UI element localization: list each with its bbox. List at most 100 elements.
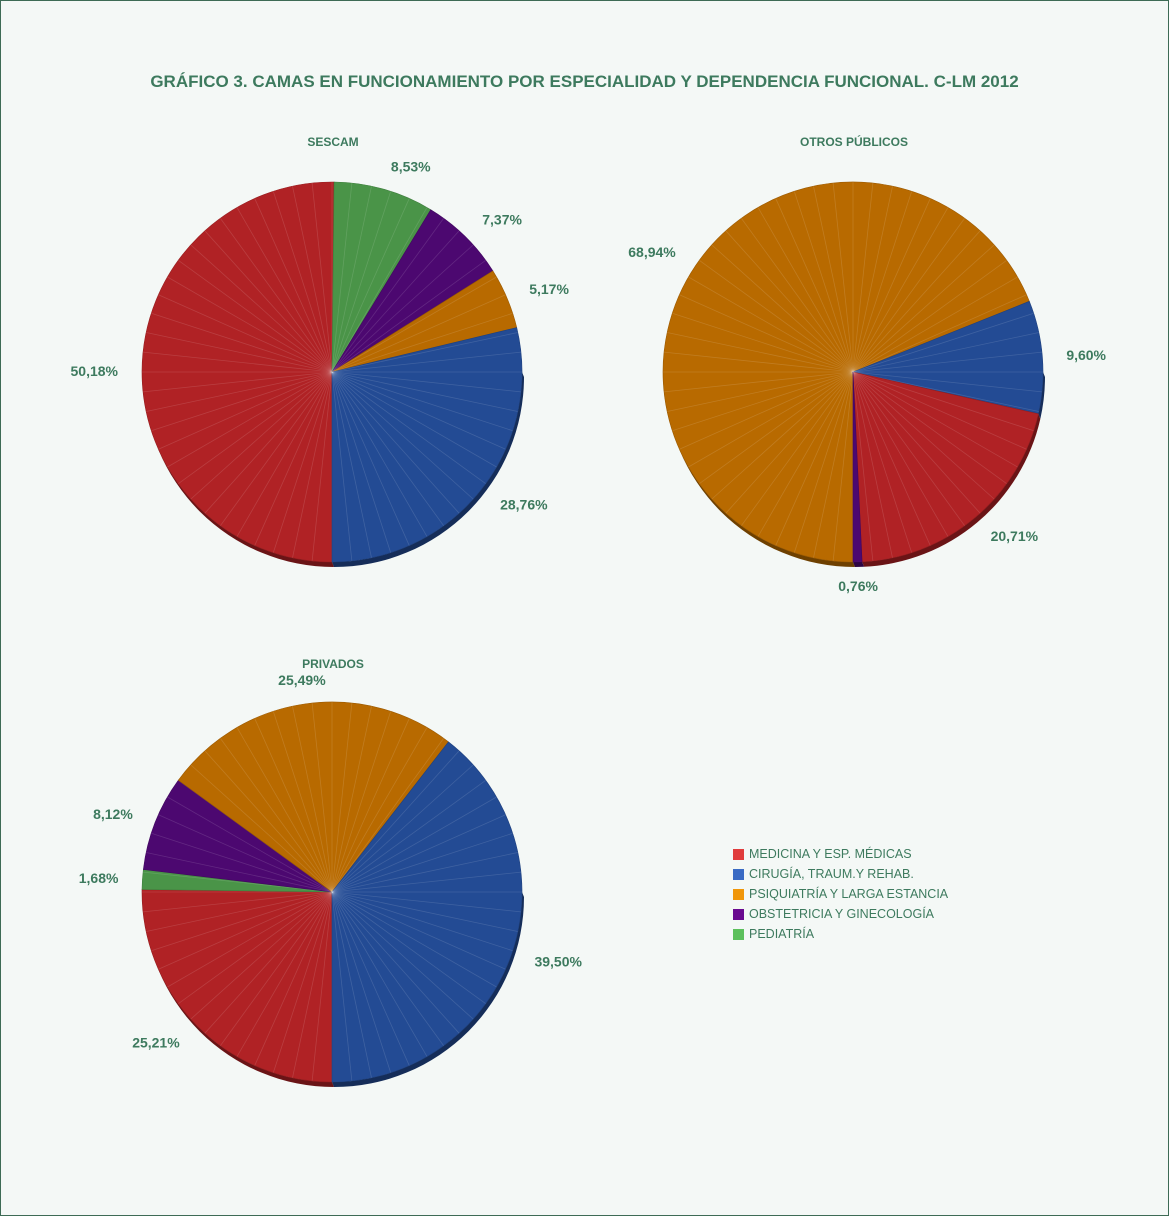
- pie-facet-line: [679, 294, 854, 373]
- pie-facet-line: [146, 852, 333, 893]
- pie-facet-line: [740, 371, 854, 526]
- pie-facet-line: [158, 371, 333, 450]
- pie-facet-line: [151, 891, 333, 952]
- pie-facet-line: [711, 244, 854, 373]
- pie-facet-line: [852, 191, 913, 373]
- pie-facet-line: [158, 814, 333, 893]
- pie-facet-line: [331, 738, 445, 893]
- pie-facet-line: [272, 371, 333, 553]
- pie-slice-psiquiatria: [662, 181, 1030, 563]
- pie-facet-line: [331, 371, 522, 393]
- pie-facet-line: [852, 182, 874, 373]
- pie-facet-line: [254, 718, 333, 893]
- pie-facet-line: [331, 371, 497, 468]
- legend-item-cirugia: CIRUGÍA, TRAUM.Y REHAB.: [733, 864, 948, 884]
- pie-label-cirugia: 9,60%: [1066, 347, 1106, 363]
- pie-facet-line: [757, 371, 854, 537]
- pie-facet-line: [331, 871, 522, 893]
- pie-slice-pediatria: [331, 181, 432, 374]
- pie-facet-line: [178, 371, 333, 485]
- legend-label: CIRUGÍA, TRAUM.Y REHAB.: [749, 867, 914, 881]
- pie-facet-line: [178, 259, 333, 373]
- main-title: GRÁFICO 3. CAMAS EN FUNCIONAMIENTO POR E…: [150, 72, 1019, 91]
- pie-facet-line: [852, 259, 1007, 373]
- pie-facet-line: [699, 259, 854, 373]
- pie-facet-line: [146, 891, 333, 932]
- pie-facet-line: [311, 891, 333, 1082]
- pie-label-medicina: 20,71%: [991, 528, 1039, 544]
- pie-label-pediatria: 1,68%: [79, 870, 119, 886]
- pie-facet-line: [852, 351, 1043, 373]
- pie-facet-line: [852, 371, 1027, 450]
- pie-facet-line: [725, 230, 854, 373]
- pie-facet-line: [793, 371, 854, 553]
- pie-facet-line: [832, 371, 854, 562]
- pie-facet-line: [167, 276, 333, 373]
- legend-swatch: [733, 928, 744, 940]
- pie-facet-line: [331, 371, 513, 432]
- pie-facet-line: [672, 371, 854, 432]
- pie-facet-line: [311, 182, 333, 373]
- pie-facet-line: [852, 371, 1039, 412]
- pie-slice-medicina: [141, 889, 333, 1083]
- pie-facet-line: [852, 244, 995, 373]
- pie-facet-line: [151, 371, 333, 432]
- pie-slice-cirugia: [851, 300, 1044, 415]
- pie-label-psiquiatria: 68,94%: [628, 244, 676, 260]
- pie-label-obstetricia: 8,12%: [93, 806, 133, 822]
- pie-facet-line: [740, 218, 854, 373]
- pie-2: 25,21% 1,68% 8,12% 25,49% 39,50%: [79, 672, 582, 1087]
- pie-facet-line: [331, 230, 460, 373]
- pie-facet-line: [331, 259, 486, 373]
- pie-facet-line: [775, 371, 854, 546]
- legend-item-pediatria: PEDIATRÍA: [733, 924, 948, 944]
- pie-facet-line: [331, 764, 474, 893]
- pie-rim-medicina: [862, 413, 1041, 567]
- pie-facet-line: [331, 891, 445, 1046]
- pie-facet-line: [190, 244, 333, 373]
- pie-facet-line: [146, 332, 333, 373]
- pie-facet-line: [331, 244, 474, 373]
- pie-slice-obstetricia: [143, 779, 334, 893]
- pie-facet-line: [331, 891, 428, 1057]
- pie-title-privados: PRIVADOS: [302, 657, 364, 671]
- pie-facet-line: [142, 891, 333, 913]
- pie-facet-line: [331, 371, 474, 500]
- pie-label-medicina: 25,21%: [132, 1034, 180, 1050]
- pie-facet-line: [711, 371, 854, 500]
- pie-facet-line: [667, 332, 854, 373]
- pie-facet-line: [236, 207, 333, 373]
- pie-slice-obstetricia: [852, 371, 863, 563]
- pie-facet-line: [292, 186, 333, 373]
- pie-facet-line: [852, 371, 1034, 432]
- pie-facet-line: [331, 207, 428, 373]
- pie-label-pediatria: 8,53%: [391, 158, 431, 174]
- pie-facet-line: [158, 891, 333, 970]
- pie-facet-line: [219, 218, 333, 373]
- pie-facet-line: [688, 276, 854, 373]
- pie-facet-line: [331, 891, 518, 932]
- pie-facet-line: [852, 312, 1034, 373]
- legend-label: MEDICINA Y ESP. MÉDICAS: [749, 847, 912, 861]
- pie-facet-line: [292, 706, 333, 893]
- pie-facet-line: [331, 891, 497, 988]
- pie-facet-line: [331, 702, 353, 893]
- pie-slice-cirugia: [331, 741, 523, 1083]
- pie-facet-line: [331, 891, 474, 1020]
- pie-facet-line: [236, 371, 333, 537]
- pie-label-psiquiatria: 25,49%: [278, 672, 326, 688]
- pie-facet-line: [331, 351, 522, 373]
- pie-facet-line: [331, 312, 513, 373]
- pie-facet-line: [331, 371, 518, 412]
- pie-facet-line: [331, 371, 410, 546]
- pie-facet-line: [204, 891, 333, 1034]
- pie-facet-line: [254, 371, 333, 546]
- pie-facet-line: [331, 371, 353, 562]
- pie-facet-line: [757, 207, 854, 373]
- pie-facet-line: [331, 796, 497, 893]
- pie-label-obstetricia: 7,37%: [482, 212, 522, 228]
- pie-facet-line: [331, 891, 392, 1073]
- legend-item-medicina: MEDICINA Y ESP. MÉDICAS: [733, 844, 948, 864]
- pie-facet-line: [852, 371, 893, 558]
- pie-label-psiquiatria: 5,17%: [529, 281, 569, 297]
